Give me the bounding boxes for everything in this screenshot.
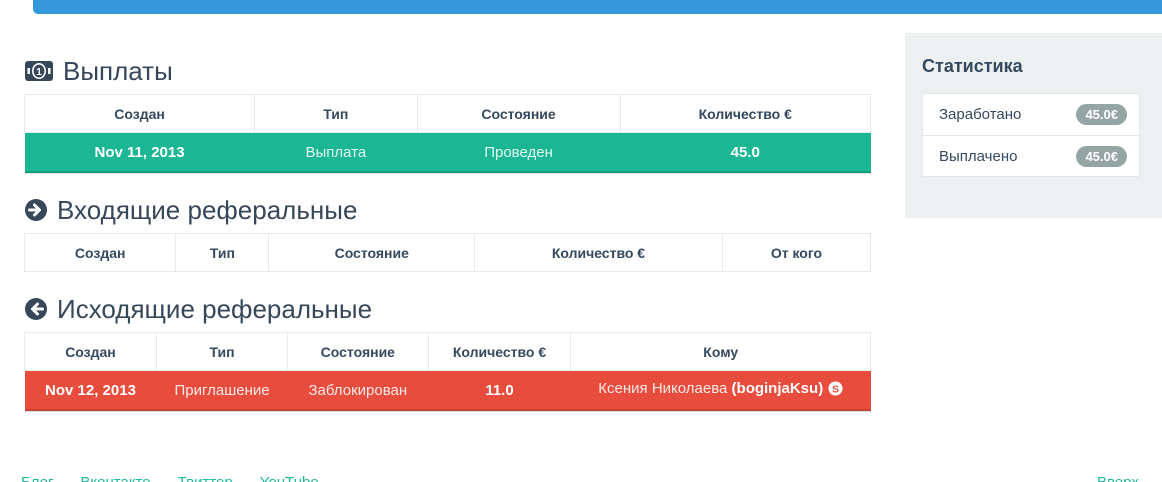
payout-created: Nov 11, 2013 (24, 132, 255, 174)
stats-row-earned: Заработано 45.0€ (923, 94, 1139, 135)
payout-state: Проведен (417, 132, 621, 174)
statistics-panel: Статистика Заработано 45.0€ Выплачено 45… (905, 33, 1162, 218)
payouts-col-type: Тип (254, 94, 418, 133)
main-content: 1 Выплаты Создан Тип Состояние Количеств… (23, 56, 872, 412)
incoming-col-type: Тип (175, 233, 270, 272)
outgoing-heading: Исходящие реферальные (24, 294, 871, 324)
outgoing-to-login: (boginjaKsu) (731, 380, 824, 397)
footer-link-vk[interactable]: Вконтакте (80, 474, 150, 482)
outgoing-col-type: Тип (155, 332, 289, 371)
back-to-top-link[interactable]: Вверх (1097, 474, 1139, 482)
earned-label: Заработано (939, 106, 1022, 123)
earned-badge: 45.0€ (1076, 104, 1127, 125)
statistics-title: Статистика (922, 56, 1023, 76)
payout-type: Выплата (254, 132, 418, 174)
payouts-table: Создан Тип Состояние Количество € Nov 11… (23, 94, 872, 174)
incoming-heading: Входящие реферальные (24, 195, 871, 225)
incoming-col-from: От кого (721, 233, 872, 272)
paid-badge: 45.0€ (1076, 145, 1127, 167)
incoming-table: Создан Тип Состояние Количество € От ког… (23, 233, 872, 272)
arrow-circle-right-icon (24, 198, 48, 222)
footer-link-youtube[interactable]: YouTube (260, 474, 319, 482)
outgoing-col-state: Состояние (287, 332, 429, 371)
payouts-title: Выплаты (63, 56, 173, 86)
outgoing-to: Ксения Николаева (boginjaKsu) S (570, 370, 871, 412)
footer-link-twitter[interactable]: Твиттер (178, 474, 233, 482)
outgoing-col-to: Кому (570, 332, 871, 371)
paid-label: Выплачено (939, 147, 1018, 165)
outgoing-title: Исходящие реферальные (57, 294, 373, 324)
footer-links: Блог Вконтакте Твиттер YouTube (21, 474, 319, 482)
incoming-header-row: Создан Тип Состояние Количество € От ког… (23, 233, 872, 272)
payouts-row[interactable]: Nov 11, 2013 Выплата Проведен 45.0 (24, 132, 871, 174)
outgoing-col-amount: Количество € (427, 332, 572, 371)
incoming-col-amount: Количество € (474, 233, 723, 272)
outgoing-header-row: Создан Тип Состояние Количество € Кому (24, 332, 871, 371)
incoming-col-state: Состояние (268, 233, 476, 272)
payouts-col-state: Состояние (416, 94, 621, 133)
svg-text:S: S (832, 384, 839, 395)
svg-text:1: 1 (36, 67, 42, 78)
outgoing-col-created: Создан (24, 332, 157, 371)
skype-icon[interactable]: S (828, 381, 843, 400)
payouts-col-created: Создан (23, 94, 256, 133)
stats-row-paid: Выплачено 45.0€ (923, 135, 1139, 176)
outgoing-row[interactable]: Nov 12, 2013 Приглашение Заблокирован 11… (24, 370, 871, 412)
arrow-circle-left-icon (24, 297, 48, 321)
incoming-col-created: Создан (23, 233, 177, 272)
payouts-col-amount: Количество € (619, 94, 872, 133)
back-to-top: Вверх (1097, 474, 1139, 482)
top-blue-bar[interactable] (33, 0, 1162, 14)
incoming-title: Входящие реферальные (57, 195, 358, 225)
outgoing-type: Приглашение (156, 370, 288, 412)
outgoing-state: Заблокирован (287, 370, 429, 412)
payouts-heading: 1 Выплаты (24, 56, 871, 86)
money-icon: 1 (24, 60, 54, 82)
payouts-header-row: Создан Тип Состояние Количество € (23, 94, 872, 133)
outgoing-created: Nov 12, 2013 (24, 370, 157, 412)
statistics-list: Заработано 45.0€ Выплачено 45.0€ (922, 93, 1140, 177)
footer-link-blog[interactable]: Блог (21, 474, 53, 482)
outgoing-to-name: Ксения Николаева (598, 380, 732, 397)
outgoing-amount: 11.0 (428, 370, 571, 412)
outgoing-table: Создан Тип Состояние Количество € Кому N… (24, 332, 871, 412)
payout-amount: 45.0 (620, 132, 871, 174)
